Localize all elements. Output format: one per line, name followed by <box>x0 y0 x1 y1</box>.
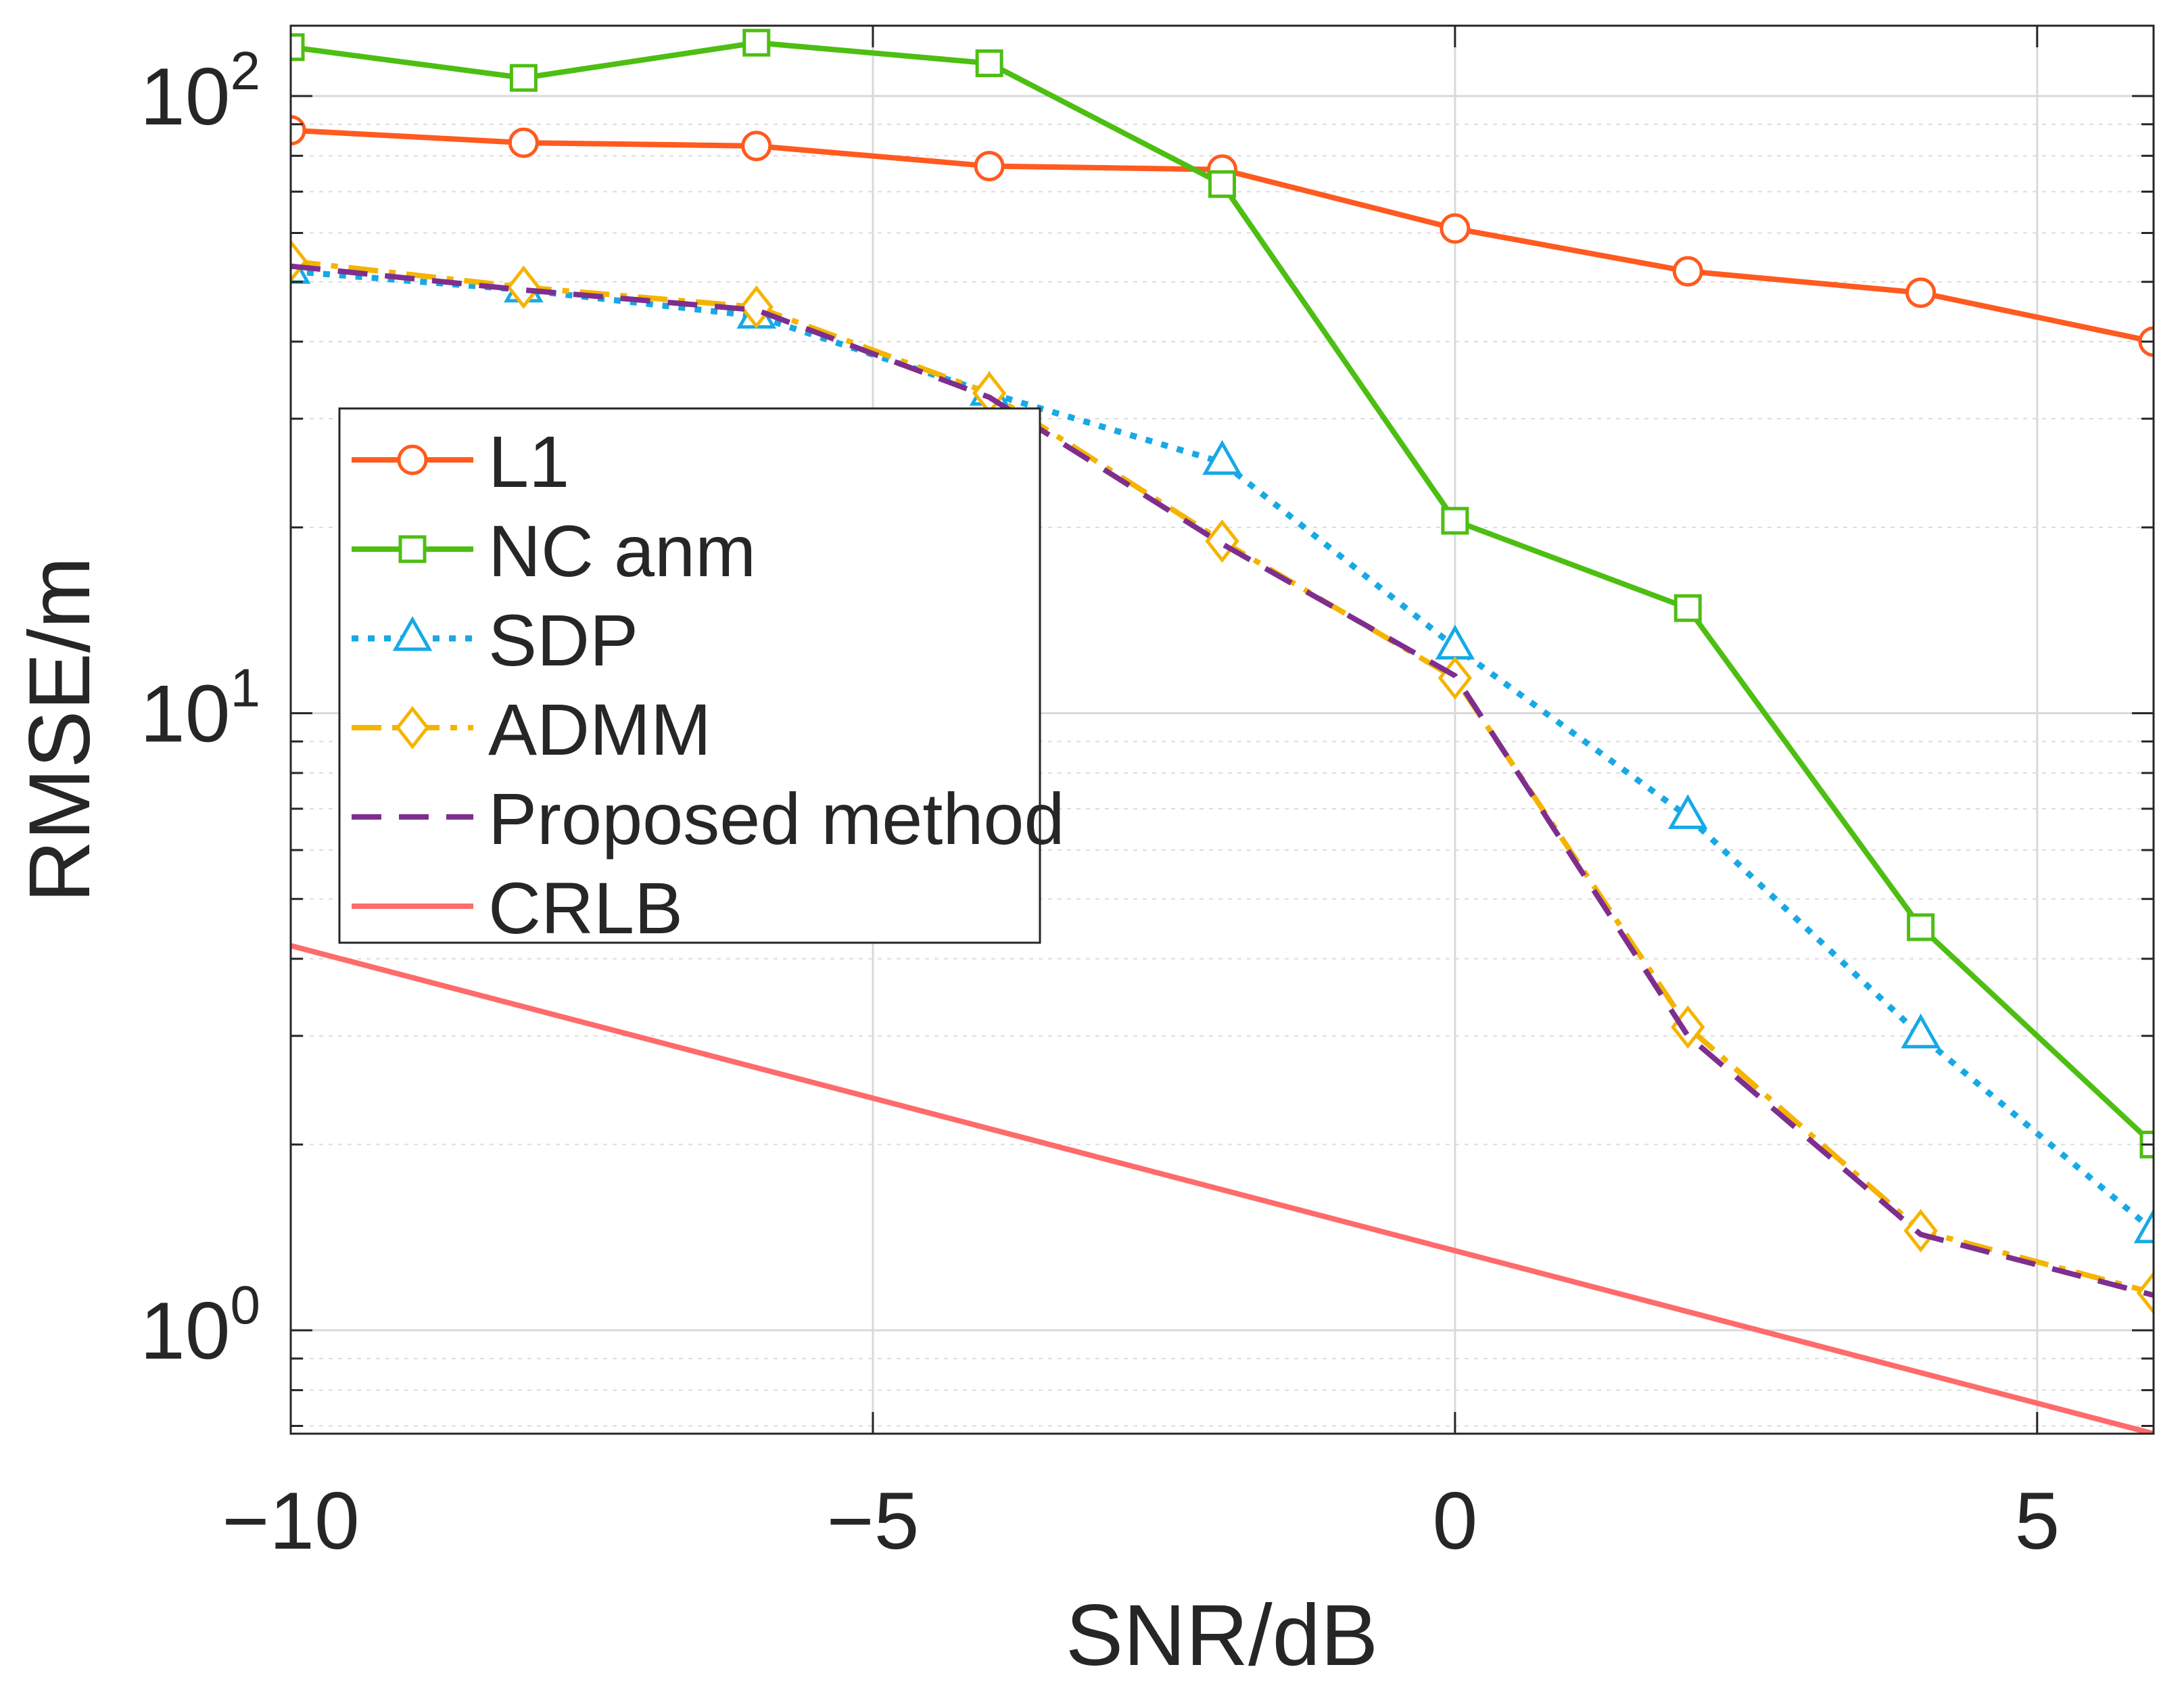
data-point-l1 <box>1440 213 1471 244</box>
legend-item-nc-anm: NC anm <box>352 510 756 592</box>
data-point-nc-anm <box>975 49 1003 78</box>
legend-marker-sdp <box>392 615 433 651</box>
data-point-nc-anm <box>509 64 538 92</box>
x-tick-label: 5 <box>2014 1476 2060 1566</box>
y-tick-label: 100 <box>140 1275 260 1376</box>
data-point-l1 <box>1905 277 1937 308</box>
data-point-admm <box>739 285 774 329</box>
x-tick-label: 0 <box>1433 1476 1478 1566</box>
series-admm <box>291 239 2154 1315</box>
data-point-sdp <box>2133 1208 2154 1244</box>
legend-item-l1: L1 <box>352 421 569 502</box>
legend-label-nc-anm: NC anm <box>488 510 756 592</box>
data-point-admm <box>1903 1208 1938 1252</box>
legend-label-l1: L1 <box>488 421 569 502</box>
series-line-crlb <box>291 943 2154 1434</box>
legend-label-sdp: SDP <box>488 599 638 681</box>
data-point-nc-anm <box>742 28 771 57</box>
data-point-nc-anm <box>1208 170 1236 198</box>
data-point-sdp <box>1202 440 1242 475</box>
data-point-sdp <box>1901 1013 1941 1049</box>
series-nc-anm <box>291 28 2154 1158</box>
data-point-admm <box>506 265 541 309</box>
y-tick-label: 102 <box>140 41 260 142</box>
data-point-l1 <box>974 151 1005 182</box>
legend-marker-l1 <box>397 444 428 475</box>
plot-frame <box>289 24 2155 1435</box>
legend-label-admm: ADMM <box>488 688 711 770</box>
series-line-proposed-method <box>291 263 2154 1298</box>
x-tick-label: −5 <box>827 1476 920 1566</box>
y-tick-label: 101 <box>140 658 260 759</box>
legend-label-proposed-method: Proposed method <box>488 778 1065 860</box>
data-point-nc-anm <box>1441 507 1469 535</box>
data-point-l1 <box>741 131 772 162</box>
legend-item-sdp: SDP <box>352 599 638 681</box>
y-tick-exponent: 0 <box>231 1275 261 1335</box>
series <box>291 28 2154 1434</box>
y-axis-label: RMSE/m <box>11 557 108 903</box>
series-proposed-method <box>291 263 2154 1298</box>
series-l1 <box>291 115 2154 357</box>
x-tick-label: −10 <box>222 1476 360 1566</box>
data-point-nc-anm <box>1907 913 1935 941</box>
y-tick-base: 10 <box>140 1286 230 1376</box>
data-point-sdp <box>1667 794 1708 829</box>
legend-marker-admm <box>395 705 430 750</box>
legend-item-crlb: CRLB <box>352 867 683 949</box>
legend-box <box>338 407 1041 944</box>
legend-label-crlb: CRLB <box>488 867 683 949</box>
legend-marker-nc-anm <box>398 535 427 563</box>
data-point-nc-anm <box>291 33 305 62</box>
y-tick-exponent: 1 <box>231 658 261 718</box>
series-crlb <box>291 943 2154 1434</box>
legend-item-proposed-method: Proposed method <box>352 778 1065 860</box>
x-axis-label: SNR/dB <box>1066 1587 1378 1684</box>
legend-item-admm: ADMM <box>352 688 711 770</box>
y-tick-base: 10 <box>140 669 230 759</box>
y-tick-exponent: 2 <box>231 41 261 101</box>
data-point-l1 <box>1672 256 1703 287</box>
data-point-l1 <box>508 127 539 158</box>
data-point-admm <box>291 239 308 283</box>
y-tick-base: 10 <box>140 51 230 142</box>
data-point-nc-anm <box>1673 594 1702 622</box>
